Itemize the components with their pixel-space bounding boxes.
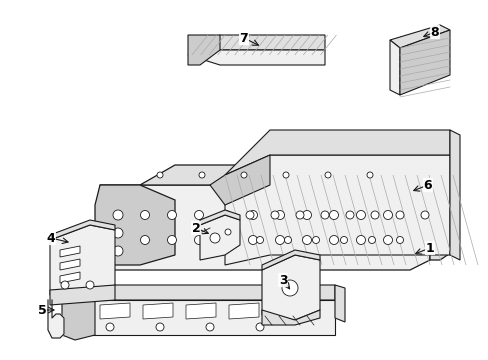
Circle shape (167, 211, 176, 220)
Circle shape (61, 281, 69, 289)
Circle shape (302, 211, 311, 220)
Circle shape (224, 229, 230, 235)
Circle shape (270, 211, 279, 219)
Circle shape (346, 211, 353, 219)
Circle shape (302, 235, 311, 244)
Circle shape (370, 211, 378, 219)
Circle shape (340, 237, 347, 243)
Circle shape (275, 211, 284, 220)
Text: 3: 3 (278, 274, 287, 287)
Circle shape (356, 211, 365, 220)
Circle shape (221, 211, 230, 220)
Polygon shape (389, 40, 399, 95)
Text: 1: 1 (425, 242, 433, 255)
Circle shape (86, 281, 94, 289)
Polygon shape (100, 185, 429, 270)
Circle shape (368, 237, 375, 243)
Circle shape (140, 211, 149, 220)
Polygon shape (187, 35, 220, 65)
Polygon shape (185, 303, 216, 319)
Circle shape (420, 211, 428, 219)
Circle shape (199, 172, 204, 178)
Circle shape (113, 210, 123, 220)
Circle shape (329, 211, 338, 220)
Text: 6: 6 (423, 179, 431, 192)
Polygon shape (224, 130, 449, 175)
Circle shape (248, 211, 257, 220)
Circle shape (194, 235, 203, 244)
Circle shape (282, 280, 297, 296)
Polygon shape (50, 225, 115, 295)
Polygon shape (389, 25, 449, 48)
Circle shape (312, 237, 319, 243)
Polygon shape (62, 300, 334, 335)
Polygon shape (187, 35, 325, 55)
Circle shape (113, 228, 123, 238)
Circle shape (356, 235, 365, 244)
Polygon shape (262, 250, 319, 270)
Circle shape (194, 211, 203, 220)
Text: 2: 2 (191, 221, 200, 234)
Circle shape (383, 235, 392, 244)
Circle shape (248, 235, 257, 244)
Circle shape (329, 235, 338, 244)
Polygon shape (187, 50, 325, 65)
Text: 8: 8 (430, 26, 438, 39)
Polygon shape (224, 155, 449, 265)
Polygon shape (50, 220, 115, 240)
Circle shape (383, 211, 392, 220)
Polygon shape (414, 155, 454, 260)
Circle shape (241, 172, 246, 178)
Circle shape (366, 172, 372, 178)
Polygon shape (142, 303, 173, 319)
Polygon shape (200, 210, 240, 225)
Circle shape (167, 235, 176, 244)
Circle shape (205, 323, 214, 331)
Circle shape (256, 237, 263, 243)
Polygon shape (334, 285, 345, 322)
Polygon shape (50, 285, 115, 305)
Circle shape (221, 235, 230, 244)
Polygon shape (62, 300, 95, 340)
Circle shape (245, 211, 253, 219)
Circle shape (113, 246, 123, 256)
Circle shape (325, 172, 330, 178)
Polygon shape (262, 310, 319, 325)
Polygon shape (449, 130, 459, 260)
Circle shape (209, 233, 220, 243)
Polygon shape (228, 303, 259, 319)
Circle shape (106, 323, 114, 331)
Circle shape (157, 172, 163, 178)
Circle shape (283, 172, 288, 178)
Polygon shape (140, 165, 429, 195)
Polygon shape (60, 246, 80, 257)
Polygon shape (209, 155, 269, 205)
Circle shape (275, 235, 284, 244)
Polygon shape (60, 272, 80, 283)
Polygon shape (262, 255, 319, 320)
Circle shape (396, 237, 403, 243)
Circle shape (320, 211, 328, 219)
Text: 7: 7 (239, 32, 248, 45)
Polygon shape (271, 303, 302, 319)
Circle shape (140, 235, 149, 244)
Polygon shape (62, 285, 334, 300)
Circle shape (395, 211, 403, 219)
Polygon shape (100, 303, 130, 319)
Polygon shape (60, 259, 80, 270)
Polygon shape (95, 185, 175, 265)
Text: 4: 4 (46, 231, 55, 244)
Circle shape (256, 323, 264, 331)
Circle shape (284, 237, 291, 243)
Polygon shape (200, 215, 240, 260)
Circle shape (295, 211, 304, 219)
Polygon shape (48, 300, 64, 338)
Circle shape (156, 323, 163, 331)
Text: 5: 5 (38, 303, 46, 316)
Polygon shape (399, 30, 449, 95)
